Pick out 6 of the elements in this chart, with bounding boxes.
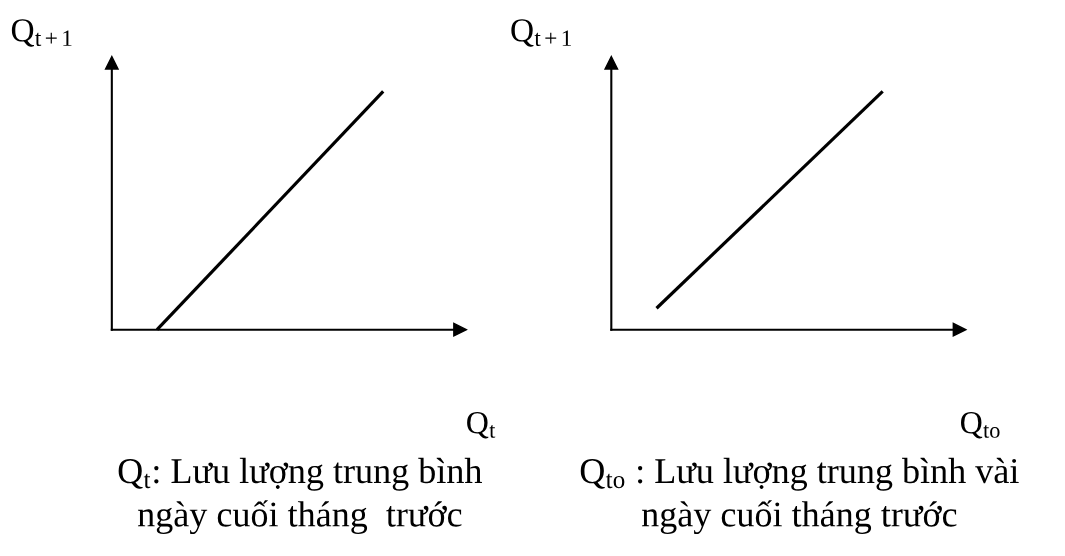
- x-axis-title: Q$_{t}$: [467, 412, 496, 439]
- x-axis-title: Q$_{to}$: [961, 412, 1000, 439]
- text: Q$_{t}$: Lưu lượng trung bình ngày cuối tháng trước: [118, 457, 482, 535]
- text: Q$_{to}$ : Lưu lượng trung bình vài ngày cuối tháng trước: [580, 457, 1019, 535]
- y-axis-title: Q$_{t+1}$: [11, 19, 72, 47]
- y-axis-title: Q$_{t+1}$: [511, 19, 571, 47]
